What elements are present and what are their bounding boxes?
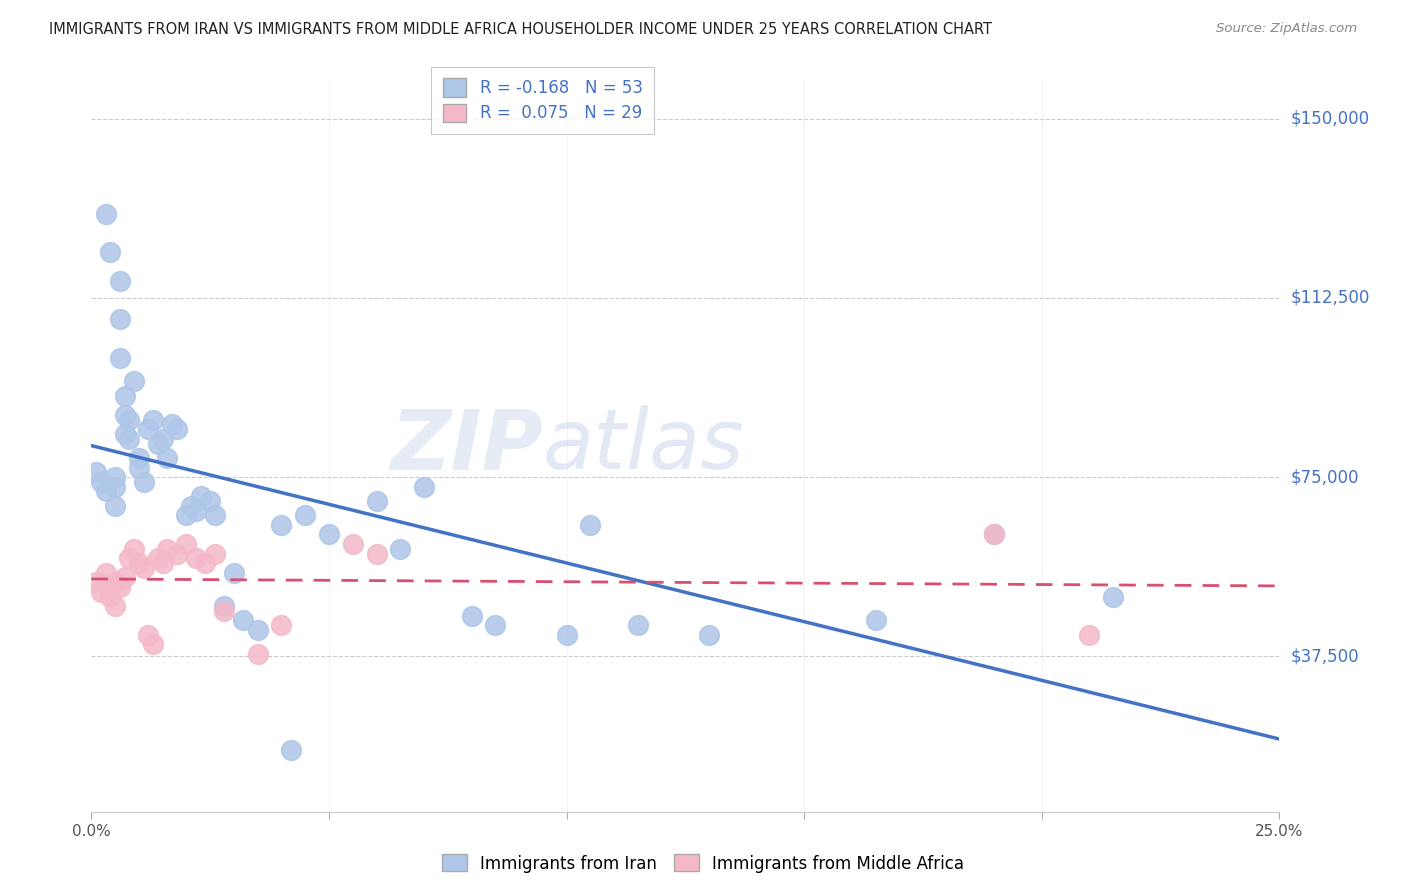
Text: $112,500: $112,500 xyxy=(1291,289,1369,307)
Point xyxy=(100,245,122,260)
Point xyxy=(108,312,131,326)
Point xyxy=(200,494,222,508)
Point xyxy=(983,527,1005,541)
Point xyxy=(132,475,155,489)
Point xyxy=(132,561,155,575)
Point xyxy=(114,408,136,422)
Point xyxy=(176,537,198,551)
Point xyxy=(138,628,160,642)
Point xyxy=(156,450,179,465)
Point xyxy=(214,604,236,618)
Legend: Immigrants from Iran, Immigrants from Middle Africa: Immigrants from Iran, Immigrants from Mi… xyxy=(436,847,970,880)
Point xyxy=(108,580,131,594)
Point xyxy=(579,517,602,532)
Point xyxy=(138,422,160,436)
Point xyxy=(100,590,122,604)
Point xyxy=(114,389,136,403)
Point xyxy=(146,551,169,566)
Point xyxy=(246,647,269,661)
Point xyxy=(865,614,887,628)
Point xyxy=(1078,628,1101,642)
Point xyxy=(128,450,150,465)
Point xyxy=(222,566,245,580)
Point xyxy=(104,470,127,484)
Point xyxy=(94,207,117,221)
Point xyxy=(413,480,436,494)
Point xyxy=(204,508,226,523)
Point xyxy=(90,584,112,599)
Point xyxy=(84,465,107,479)
Point xyxy=(118,432,141,446)
Point xyxy=(128,556,150,570)
Point xyxy=(270,618,292,632)
Point xyxy=(983,527,1005,541)
Text: $75,000: $75,000 xyxy=(1291,468,1360,486)
Point xyxy=(114,427,136,442)
Point xyxy=(180,499,202,513)
Point xyxy=(318,527,340,541)
Point xyxy=(389,541,412,556)
Point xyxy=(627,618,650,632)
Text: ZIP: ZIP xyxy=(391,406,543,486)
Point xyxy=(166,422,188,436)
Point xyxy=(342,537,364,551)
Point xyxy=(366,494,388,508)
Point xyxy=(118,551,141,566)
Point xyxy=(176,508,198,523)
Point xyxy=(184,551,207,566)
Point xyxy=(90,475,112,489)
Point xyxy=(156,541,179,556)
Point xyxy=(152,432,174,446)
Point xyxy=(555,628,578,642)
Point xyxy=(84,575,107,590)
Point xyxy=(697,628,720,642)
Point xyxy=(122,375,145,389)
Point xyxy=(104,599,127,614)
Point xyxy=(280,742,302,756)
Text: atlas: atlas xyxy=(543,406,745,486)
Point xyxy=(104,575,127,590)
Point xyxy=(146,436,169,450)
Point xyxy=(108,274,131,288)
Point xyxy=(142,637,165,651)
Point xyxy=(166,547,188,561)
Point xyxy=(214,599,236,614)
Point xyxy=(142,413,165,427)
Point xyxy=(184,503,207,517)
Point xyxy=(484,618,506,632)
Point xyxy=(104,499,127,513)
Point xyxy=(194,556,217,570)
Point xyxy=(270,517,292,532)
Point xyxy=(118,413,141,427)
Point xyxy=(152,556,174,570)
Point xyxy=(104,480,127,494)
Text: $37,500: $37,500 xyxy=(1291,648,1360,665)
Point xyxy=(94,566,117,580)
Point xyxy=(128,460,150,475)
Point xyxy=(1102,590,1125,604)
Text: Source: ZipAtlas.com: Source: ZipAtlas.com xyxy=(1216,22,1357,36)
Point xyxy=(232,614,254,628)
Point xyxy=(114,570,136,584)
Point xyxy=(160,417,183,432)
Point xyxy=(294,508,316,523)
Point xyxy=(204,547,226,561)
Point xyxy=(108,351,131,365)
Point xyxy=(366,547,388,561)
Point xyxy=(460,608,482,623)
Point xyxy=(190,489,212,503)
Point xyxy=(94,484,117,499)
Point xyxy=(246,623,269,637)
Text: $150,000: $150,000 xyxy=(1291,110,1369,128)
Point xyxy=(122,541,145,556)
Legend: R = -0.168   N = 53, R =  0.075   N = 29: R = -0.168 N = 53, R = 0.075 N = 29 xyxy=(432,67,654,134)
Text: IMMIGRANTS FROM IRAN VS IMMIGRANTS FROM MIDDLE AFRICA HOUSEHOLDER INCOME UNDER 2: IMMIGRANTS FROM IRAN VS IMMIGRANTS FROM … xyxy=(49,22,993,37)
